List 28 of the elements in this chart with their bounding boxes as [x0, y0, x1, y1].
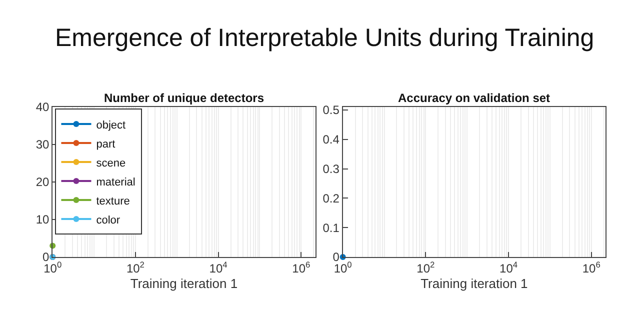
- y-tick-label: 40: [36, 100, 50, 114]
- y-tick-label: 0.2: [322, 191, 340, 206]
- x-tick-label: 10$^{6}$: [582, 259, 601, 276]
- legend-label: scene: [96, 157, 126, 170]
- y-tick-label: 0: [42, 250, 50, 264]
- y-tick-label: 0.5: [322, 103, 340, 118]
- legend-label: part: [96, 138, 116, 150]
- y-tick-label: 0.3: [322, 162, 340, 176]
- x-tick-label: 10$^{4}$: [209, 259, 228, 276]
- y-tick-label: 0: [332, 250, 340, 264]
- y-tick-label: 0.1: [322, 220, 340, 235]
- y-tick-label: 30: [36, 138, 50, 152]
- y-tick-label: 0.4: [322, 132, 340, 147]
- x-axis-title: Training iteration 1: [420, 276, 528, 291]
- text: Emergence of Interpretable Units during Training: [55, 24, 594, 52]
- x-tick-label: 10$^{4}$: [500, 259, 518, 276]
- x-tick-label: 10$^{2}$: [416, 259, 436, 276]
- legend-label: object: [96, 119, 126, 132]
- x-tick-label: 10$^{6}$: [292, 259, 310, 276]
- legend-label: material: [96, 176, 136, 188]
- chart-title: Accuracy on validation set: [398, 91, 550, 105]
- x-axis-title: Training iteration 1: [130, 276, 238, 291]
- chart-title: Number of unique detectors: [104, 91, 264, 105]
- y-tick-label: 20: [36, 175, 50, 190]
- x-tick-label: 10$^{2}$: [126, 259, 145, 276]
- legend-label: color: [96, 214, 120, 226]
- legend-label: texture: [96, 195, 130, 208]
- y-tick-label: 10: [36, 212, 50, 227]
